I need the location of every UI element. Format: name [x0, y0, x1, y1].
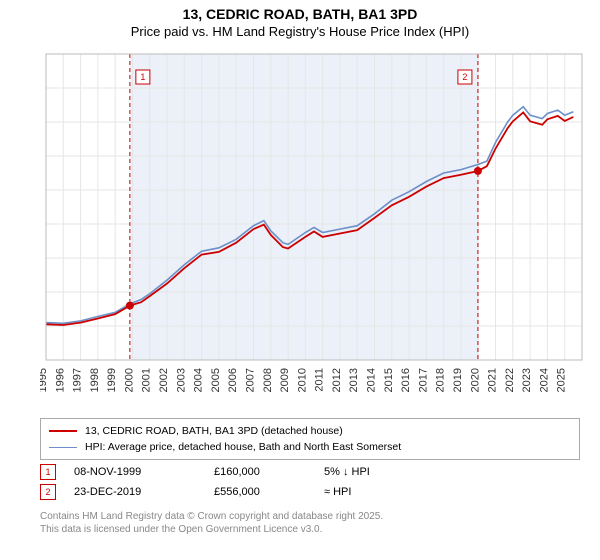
- svg-text:1999: 1999: [106, 368, 118, 392]
- chart-container: 13, CEDRIC ROAD, BATH, BA1 3PD Price pai…: [0, 0, 600, 560]
- svg-text:2008: 2008: [262, 368, 274, 392]
- svg-text:2001: 2001: [141, 368, 153, 392]
- svg-text:2003: 2003: [175, 368, 187, 392]
- svg-text:2015: 2015: [383, 368, 395, 392]
- svg-text:2023: 2023: [521, 368, 533, 392]
- svg-text:2: 2: [462, 72, 467, 82]
- sale-row-1: 1 08-NOV-1999 £160,000 5% ↓ HPI: [40, 462, 434, 482]
- svg-text:2009: 2009: [279, 368, 291, 392]
- svg-text:2017: 2017: [417, 368, 429, 392]
- svg-text:2022: 2022: [504, 368, 516, 392]
- svg-text:2006: 2006: [227, 368, 239, 392]
- title-subtitle: Price paid vs. HM Land Registry's House …: [0, 24, 600, 39]
- svg-text:2014: 2014: [366, 368, 378, 392]
- sale-row-2: 2 23-DEC-2019 £556,000 ≈ HPI: [40, 482, 434, 502]
- svg-text:£500K: £500K: [40, 185, 41, 197]
- svg-text:£700K: £700K: [40, 117, 41, 129]
- legend-swatch-hpi: [49, 447, 77, 448]
- sale-date-2: 23-DEC-2019: [74, 486, 214, 498]
- svg-text:£900K: £900K: [40, 49, 41, 61]
- svg-text:2005: 2005: [210, 368, 222, 392]
- sale-price-2: £556,000: [214, 486, 324, 498]
- legend-swatch-property: [49, 430, 77, 432]
- title-address: 13, CEDRIC ROAD, BATH, BA1 3PD: [0, 6, 600, 22]
- svg-text:1998: 1998: [89, 368, 101, 392]
- legend-label-property: 13, CEDRIC ROAD, BATH, BA1 3PD (detached…: [85, 425, 343, 437]
- svg-text:£300K: £300K: [40, 253, 41, 265]
- svg-text:£100K: £100K: [40, 321, 41, 333]
- svg-text:£800K: £800K: [40, 83, 41, 95]
- sale-marker-1: 1: [40, 464, 56, 480]
- svg-text:1995: 1995: [40, 368, 49, 392]
- svg-text:1997: 1997: [72, 368, 84, 392]
- svg-text:2025: 2025: [556, 368, 568, 392]
- svg-text:2018: 2018: [435, 368, 447, 392]
- legend-row-hpi: HPI: Average price, detached house, Bath…: [49, 439, 571, 455]
- sale-pct-1: 5% ↓ HPI: [324, 466, 434, 478]
- sale-marker-2: 2: [40, 484, 56, 500]
- svg-text:1996: 1996: [54, 368, 66, 392]
- svg-text:2020: 2020: [469, 368, 481, 392]
- footer: Contains HM Land Registry data © Crown c…: [40, 510, 383, 536]
- sales-table: 1 08-NOV-1999 £160,000 5% ↓ HPI 2 23-DEC…: [40, 462, 434, 502]
- svg-text:£600K: £600K: [40, 151, 41, 163]
- footer-line2: This data is licensed under the Open Gov…: [40, 523, 383, 536]
- footer-line1: Contains HM Land Registry data © Crown c…: [40, 510, 383, 523]
- legend-label-hpi: HPI: Average price, detached house, Bath…: [85, 441, 401, 453]
- sale-pct-2: ≈ HPI: [324, 486, 434, 498]
- svg-text:2007: 2007: [244, 368, 256, 392]
- svg-text:2004: 2004: [193, 368, 205, 392]
- sale-date-1: 08-NOV-1999: [74, 466, 214, 478]
- legend-row-property: 13, CEDRIC ROAD, BATH, BA1 3PD (detached…: [49, 423, 571, 439]
- svg-text:2019: 2019: [452, 368, 464, 392]
- svg-text:2021: 2021: [487, 368, 499, 392]
- title-block: 13, CEDRIC ROAD, BATH, BA1 3PD Price pai…: [0, 0, 600, 39]
- svg-text:2002: 2002: [158, 368, 170, 392]
- sale-price-1: £160,000: [214, 466, 324, 478]
- price-chart: £0£100K£200K£300K£400K£500K£600K£700K£80…: [40, 48, 590, 408]
- legend: 13, CEDRIC ROAD, BATH, BA1 3PD (detached…: [40, 418, 580, 460]
- svg-text:2013: 2013: [348, 368, 360, 392]
- svg-text:2016: 2016: [400, 368, 412, 392]
- svg-text:2010: 2010: [296, 368, 308, 392]
- svg-text:£400K: £400K: [40, 219, 41, 231]
- svg-text:2011: 2011: [314, 368, 326, 392]
- svg-text:1: 1: [140, 72, 145, 82]
- svg-text:£200K: £200K: [40, 287, 41, 299]
- svg-text:2024: 2024: [538, 368, 550, 392]
- svg-text:2012: 2012: [331, 368, 343, 392]
- svg-text:2000: 2000: [123, 368, 135, 392]
